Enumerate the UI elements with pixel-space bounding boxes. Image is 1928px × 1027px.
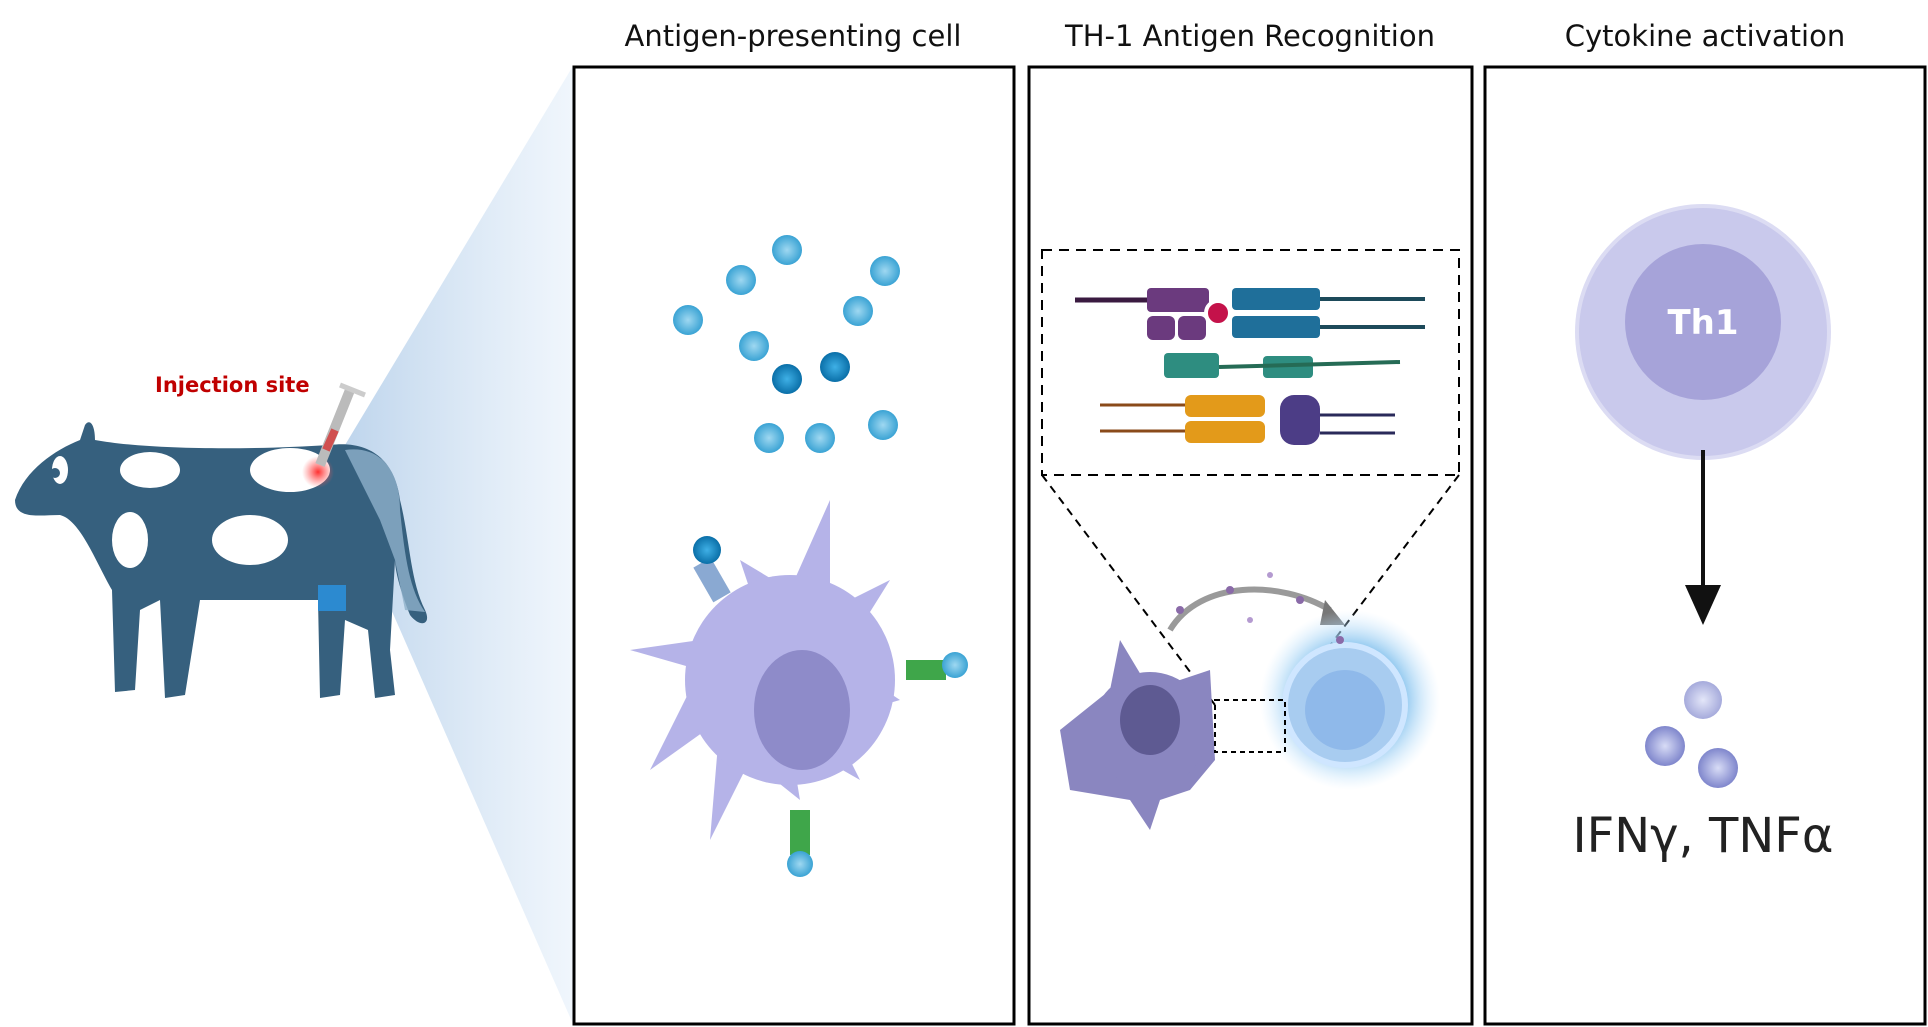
cytokine-particles bbox=[1645, 681, 1738, 788]
cytokine-label: IFNγ, TNFα bbox=[1572, 808, 1833, 864]
cell-interaction bbox=[1060, 572, 1440, 830]
panel-th1-recognition bbox=[1027, 65, 1474, 1026]
panel-title-cytokine: Cytokine activation bbox=[1565, 19, 1845, 53]
panel-title-apc: Antigen-presenting cell bbox=[625, 19, 962, 53]
th1-label: Th1 bbox=[1667, 303, 1738, 343]
panel-apc bbox=[572, 65, 1016, 1026]
panel-title-th1-recognition: TH-1 Antigen Recognition bbox=[1064, 19, 1435, 53]
panel-cytokine bbox=[1483, 65, 1927, 1026]
injection-site-label: Injection site bbox=[155, 373, 310, 397]
zoom-cone bbox=[330, 66, 573, 1024]
tcr-mhc-complex bbox=[1075, 288, 1425, 445]
th1-nucleus bbox=[1625, 244, 1781, 400]
antigen-particles bbox=[673, 235, 900, 453]
cow-illustration bbox=[15, 382, 428, 698]
antigen-presenting-cell bbox=[630, 500, 968, 877]
receptor-zoom-inset bbox=[1041, 249, 1460, 476]
arrow-head-icon bbox=[1685, 585, 1721, 625]
